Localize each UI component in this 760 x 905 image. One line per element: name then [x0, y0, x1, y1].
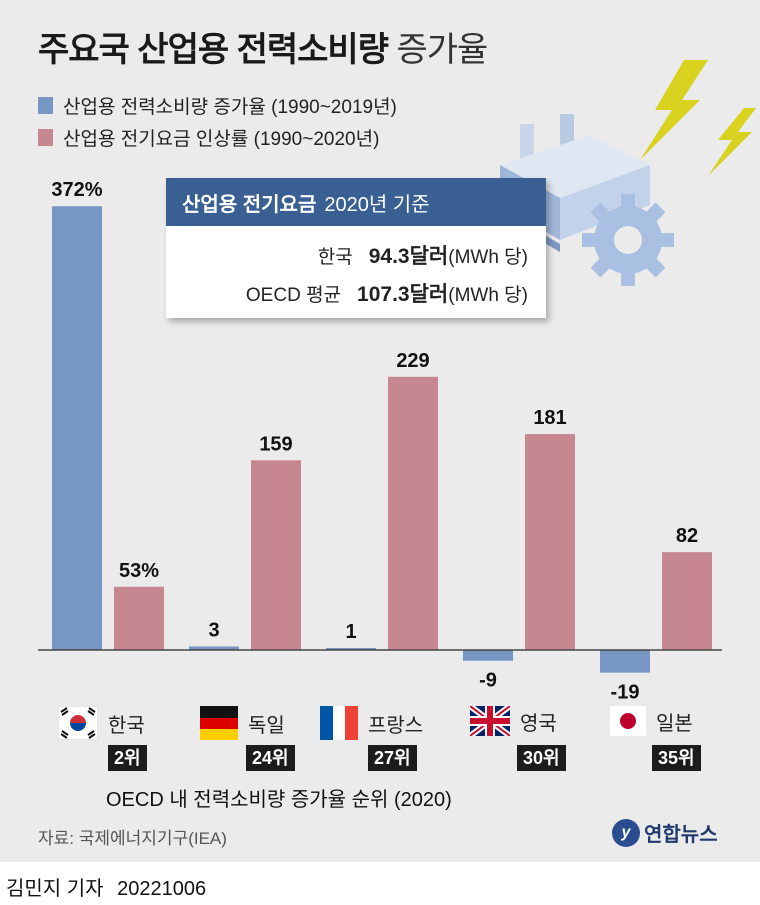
rank-badge: 24위 [246, 745, 295, 771]
country-korea: 한국 [58, 706, 145, 740]
rank-badge: 27위 [368, 745, 417, 771]
france-flag-icon [320, 706, 358, 740]
info-box-header: 산업용 전기요금 2020년 기준 [166, 178, 546, 226]
rank-badge: 2위 [108, 745, 147, 771]
country-japan: 일본 [610, 706, 693, 736]
data-label: 159 [259, 433, 292, 455]
infographic-card: 372% 53% 3 159 1 229 -9 181 -19 82 주요국 산업용 전력소비량 … [0, 0, 760, 862]
data-label: 229 [396, 350, 429, 372]
author: 김민지 기자 [6, 878, 104, 900]
info-header-light: 2020년 기준 [324, 193, 430, 216]
date: 20221006 [117, 878, 207, 900]
bar-price [388, 376, 438, 650]
korea-flag-icon [58, 706, 98, 740]
country-name: 한국 [108, 714, 145, 737]
info-row-label: 한국 [317, 247, 353, 268]
logo-text: 연합뉴스 [644, 824, 718, 846]
rank-badge: 30위 [517, 745, 566, 771]
data-label: 53% [119, 560, 159, 582]
japan-flag-icon [610, 706, 646, 736]
bar-price [114, 586, 164, 650]
source-note: 자료: 국제에너지기구(IEA) [38, 829, 227, 848]
legend-label: 산업용 전력소비량 증가율 (1990~2019년) [63, 97, 397, 118]
bar-consumption [326, 648, 376, 650]
data-label: -19 [611, 682, 640, 700]
country-name: 프랑스 [368, 714, 424, 737]
bar-consumption [189, 646, 239, 650]
data-label: 372% [51, 179, 102, 201]
data-label: 3 [208, 619, 219, 641]
data-label: -9 [479, 670, 497, 692]
bar-consumption [600, 650, 650, 673]
info-row-unit: (MWh 당) [448, 247, 528, 268]
byline: 김민지 기자 20221006 [6, 872, 206, 901]
info-row-label: OECD 평균 [245, 285, 342, 306]
data-label: 82 [676, 525, 698, 547]
bar-price [251, 460, 301, 650]
uk-flag-icon [470, 706, 510, 736]
title-light: 증가율 [396, 31, 488, 69]
bar-consumption [52, 206, 102, 651]
info-row-korea: 한국 94.3달러 (MWh 당) [318, 240, 528, 270]
rank-caption: OECD 내 전력소비량 증가율 순위 (2020) [106, 789, 452, 811]
legend-swatch-pink [38, 129, 53, 146]
country-name: 영국 [520, 712, 557, 735]
data-label: 181 [533, 407, 566, 429]
info-row-oecd: OECD 평균 107.3달러 (MWh 당) [246, 278, 528, 308]
gear-icon [582, 194, 674, 286]
data-label: 1 [345, 621, 356, 643]
legend-swatch-blue [38, 97, 53, 114]
legend-item-consumption: 산업용 전력소비량 증가율 (1990~2019년) [38, 92, 397, 119]
news-logo: y 연합뉴스 [612, 818, 718, 847]
country-uk: 영국 [470, 706, 557, 736]
bar-price [525, 434, 575, 650]
price-info-box: 산업용 전기요금 2020년 기준 한국 94.3달러 (MWh 당) OECD… [166, 178, 546, 318]
info-row-value: 107.3달러 [357, 283, 449, 306]
rank-badge: 35위 [652, 745, 701, 771]
info-row-value: 94.3달러 [368, 245, 449, 268]
legend-item-price: 산업용 전기요금 인상률 (1990~2020년) [38, 124, 379, 151]
info-header-bold: 산업용 전기요금 [182, 193, 317, 216]
country-germany: 독일 [200, 706, 285, 740]
legend-label: 산업용 전기요금 인상률 (1990~2020년) [63, 129, 380, 150]
bar-consumption [463, 650, 513, 661]
bar-chart: 372% 53% 3 159 1 229 -9 181 -19 82 [38, 60, 756, 700]
page-title: 주요국 산업용 전력소비량 증가율 [38, 22, 488, 71]
title-bold: 주요국 산업용 전력소비량 [38, 31, 389, 69]
lightning-icon [640, 60, 708, 160]
lightning-icon [708, 108, 756, 176]
germany-flag-icon [200, 706, 238, 740]
bar-price [662, 552, 712, 650]
info-row-unit: (MWh 당) [448, 285, 528, 306]
country-france: 프랑스 [320, 706, 423, 740]
country-name: 일본 [656, 712, 693, 735]
yonhap-logo-icon: y [612, 818, 640, 847]
country-name: 독일 [248, 714, 285, 737]
